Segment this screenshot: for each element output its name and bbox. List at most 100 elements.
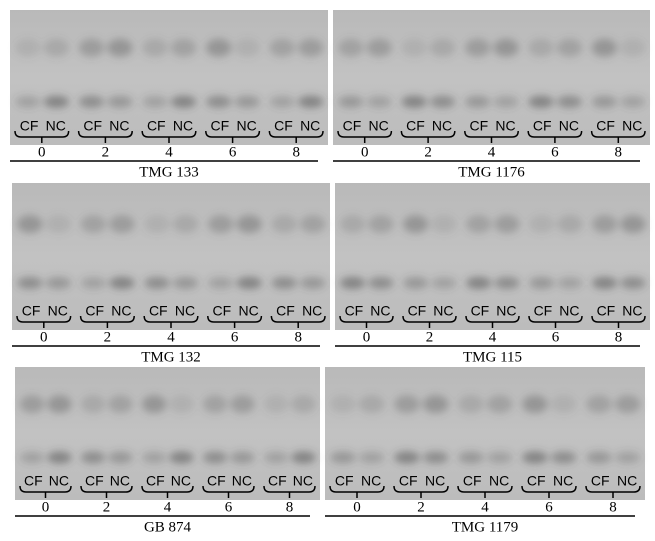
band (20, 395, 44, 413)
lane-label: CF (471, 303, 490, 319)
band (269, 39, 294, 57)
lane-label: NC (425, 473, 445, 489)
lane-label: CF (22, 303, 41, 319)
band (401, 96, 426, 108)
band (431, 277, 456, 289)
band (79, 39, 104, 57)
band (529, 277, 554, 289)
lane-label: CF (335, 473, 354, 489)
time-label: 2 (417, 499, 425, 515)
band (81, 277, 106, 289)
lane-label: CF (343, 118, 362, 134)
lane-label: NC (46, 118, 66, 134)
band (269, 96, 294, 108)
lane-label: CF (591, 473, 610, 489)
lane-label: NC (622, 303, 642, 319)
time-label: 0 (353, 499, 361, 515)
band (291, 395, 315, 413)
lane-label: CF (147, 118, 166, 134)
band (423, 451, 449, 463)
time-label: 8 (294, 329, 302, 345)
band (173, 215, 198, 233)
band (237, 215, 262, 233)
lane-label: NC (489, 473, 509, 489)
lane-label: CF (20, 118, 39, 134)
lane-label: NC (553, 473, 573, 489)
lane-label: NC (175, 303, 195, 319)
time-label: 4 (165, 144, 173, 160)
band (206, 96, 231, 108)
band (79, 96, 104, 108)
lane-label: CF (211, 118, 230, 134)
band (403, 215, 428, 233)
lane-label: CF (527, 473, 546, 489)
time-label: 2 (424, 144, 432, 160)
band (142, 96, 167, 108)
band (17, 277, 42, 289)
lane-label: NC (49, 473, 69, 489)
band (466, 215, 491, 233)
band (458, 395, 484, 413)
gel-panel: CFNC0CFNC2CFNC4CFNC6CFNC8GB 874 (15, 367, 320, 535)
gel-panel: CFNC0CFNC2CFNC4CFNC6CFNC8TMG 132 (12, 183, 330, 365)
lane-label: CF (149, 303, 168, 319)
band (465, 96, 490, 108)
time-label: 4 (481, 499, 489, 515)
lane-label: NC (171, 473, 191, 489)
time-label: 6 (225, 499, 233, 515)
band (557, 215, 582, 233)
band (557, 96, 582, 108)
band (20, 451, 44, 463)
band (592, 215, 617, 233)
lane-label: NC (559, 303, 579, 319)
band (46, 215, 71, 233)
time-label: 8 (615, 329, 623, 345)
band (271, 215, 296, 233)
band (264, 395, 288, 413)
band (615, 451, 641, 463)
band (340, 215, 365, 233)
band (340, 277, 365, 289)
time-label: 0 (42, 499, 50, 515)
band (620, 215, 645, 233)
time-label: 2 (426, 329, 434, 345)
lane-label: NC (370, 303, 390, 319)
band (235, 96, 260, 108)
band (171, 96, 196, 108)
band (367, 39, 392, 57)
band (338, 96, 363, 108)
band (551, 451, 577, 463)
lane-label: CF (85, 303, 104, 319)
band (203, 395, 227, 413)
band (592, 277, 617, 289)
lane-label: NC (236, 118, 256, 134)
band (586, 395, 612, 413)
time-label: 2 (103, 499, 111, 515)
lane-label: CF (345, 303, 364, 319)
band (108, 451, 132, 463)
band (203, 451, 227, 463)
band (359, 451, 385, 463)
band (169, 451, 193, 463)
band (620, 96, 645, 108)
band (493, 96, 518, 108)
band (264, 451, 288, 463)
lane-label: NC (173, 118, 193, 134)
lane-label: NC (300, 118, 320, 134)
band (44, 39, 69, 57)
lane-label: NC (232, 473, 252, 489)
lane-label: NC (559, 118, 579, 134)
band (44, 96, 69, 108)
band (403, 277, 428, 289)
band (230, 395, 254, 413)
lane-label: CF (533, 118, 552, 134)
band (46, 277, 71, 289)
lane-label: NC (496, 303, 516, 319)
band (494, 215, 519, 233)
time-label: 6 (551, 144, 559, 160)
band (208, 277, 233, 289)
band (592, 39, 617, 57)
band (15, 39, 40, 57)
lane-label: CF (596, 118, 615, 134)
